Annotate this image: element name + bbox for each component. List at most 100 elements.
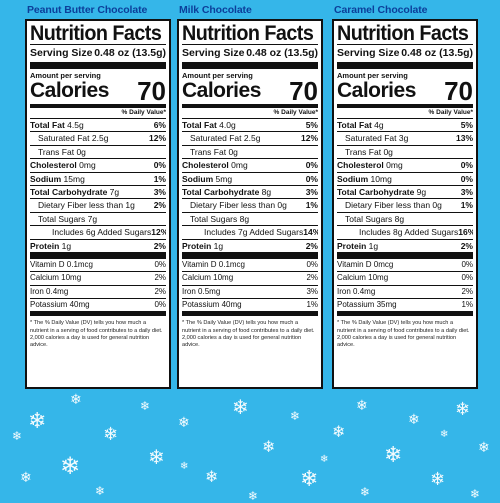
vitamin-row: Potassium 40mg 0% bbox=[30, 299, 166, 313]
nutrient-row: Total Carbohydrate 8g 3% bbox=[182, 186, 318, 200]
divider-medium bbox=[337, 104, 473, 108]
nutrient-name: Trans Fat bbox=[190, 146, 227, 157]
vitamin-name: Calcium bbox=[30, 273, 59, 283]
nutrient-amount: 3g bbox=[398, 133, 409, 144]
nutrient-row: Total Sugars 8g bbox=[337, 213, 473, 227]
nutrient-row: Protein 1g 2% bbox=[30, 240, 166, 253]
vitamin-name: Vitamin D bbox=[182, 259, 217, 269]
divider-medium bbox=[30, 312, 166, 317]
daily-value-footnote: * The % Daily Value (DV) tells you how m… bbox=[337, 320, 470, 349]
nutrient-name: Cholesterol bbox=[337, 160, 384, 171]
snowflake-icon: ❄ bbox=[70, 391, 82, 407]
vitamin-name: Potassium bbox=[182, 300, 220, 310]
nutrient-daily-value: 12% bbox=[151, 227, 166, 238]
vitamin-name: Calcium bbox=[337, 273, 366, 283]
nutrition-label: Nutrition Facts Serving Size 0.48 oz (13… bbox=[25, 19, 171, 389]
snowflake-icon: ❄ bbox=[20, 469, 32, 485]
vitamin-name: Calcium bbox=[182, 273, 211, 283]
nutrient-daily-value: 0% bbox=[460, 160, 473, 171]
nutrient-daily-value: 1% bbox=[305, 200, 318, 211]
nutrient-daily-value: 13% bbox=[455, 133, 473, 144]
nutrient-name: Total Sugars bbox=[38, 213, 86, 224]
nutrient-daily-value: 6% bbox=[153, 120, 166, 130]
vitamin-amount: 10mg bbox=[368, 273, 389, 283]
vitamin-name: Potassium bbox=[337, 300, 375, 310]
vitamin-name: Iron bbox=[30, 286, 44, 296]
nutrient-row: Dietary Fiber less than 0g 1% bbox=[337, 199, 473, 213]
product-panels: Peanut Butter Chocolate Nutrition Facts … bbox=[25, 4, 478, 389]
snowflake-icon: ❄ bbox=[440, 429, 449, 440]
nutrient-daily-value: 3% bbox=[460, 186, 473, 197]
snowflake-icon: ❄ bbox=[455, 399, 471, 419]
nutrient-row: Trans Fat 0g bbox=[30, 146, 166, 160]
nutrient-name: Sodium bbox=[30, 173, 62, 184]
nutrient-amount: 4g bbox=[374, 120, 384, 130]
nutrition-facts-heading: Nutrition Facts bbox=[182, 21, 314, 45]
nutrition-label: Nutrition Facts Serving Size 0.48 oz (13… bbox=[332, 19, 478, 389]
nutrient-name: Protein bbox=[30, 240, 60, 251]
nutrient-row: Includes 6g Added Sugars 12% bbox=[30, 226, 166, 240]
amount-per-serving: Amount per serving bbox=[30, 71, 101, 80]
daily-value-header: % Daily Value* bbox=[30, 108, 166, 119]
nutrient-daily-value: 0% bbox=[460, 173, 473, 184]
nutrient-name: Total Carbohydrate bbox=[30, 186, 108, 197]
nutrient-daily-value: 3% bbox=[305, 186, 318, 197]
nutrient-row: Cholesterol 0mg 0% bbox=[182, 159, 318, 173]
serving-size-value: 0.48 oz (13.5g) bbox=[246, 47, 318, 59]
nutrient-amount: 4.0g bbox=[219, 120, 236, 130]
nutrient-row: Total Fat 4.5g 6% bbox=[30, 119, 166, 133]
snowflake-icon: ❄ bbox=[300, 466, 319, 491]
nutrient-name: Total Carbohydrate bbox=[182, 186, 260, 197]
nutrient-amount: 0g bbox=[383, 146, 393, 157]
vitamin-daily-value: 0% bbox=[461, 273, 473, 283]
snowflake-icon: ❄ bbox=[332, 424, 346, 441]
product-title: Milk Chocolate bbox=[179, 4, 252, 16]
vitamin-row: Iron 0.5mg 3% bbox=[182, 286, 318, 300]
nutrient-name: Trans Fat bbox=[38, 146, 75, 157]
divider-medium bbox=[182, 312, 318, 317]
nutrient-row: Total Fat 4.0g 5% bbox=[182, 119, 318, 133]
serving-size-value: 0.48 oz (13.5g) bbox=[94, 47, 166, 59]
nutrient-amount: 9g bbox=[416, 186, 427, 197]
snowflake-icon: ❄ bbox=[180, 461, 189, 472]
vitamin-row: Vitamin D 0.1mcg 0% bbox=[182, 259, 318, 273]
snowflake-icon: ❄ bbox=[262, 439, 276, 456]
snowflake-icon: ❄ bbox=[12, 429, 23, 443]
nutrient-row: Cholesterol 0mg 0% bbox=[30, 159, 166, 173]
nutrient-daily-value: 0% bbox=[305, 173, 318, 184]
nutrient-row: Includes 8g Added Sugars 16% bbox=[337, 226, 473, 240]
nutrient-name: Protein bbox=[337, 240, 367, 251]
vitamin-row: Vitamin D 0mcg 0% bbox=[337, 259, 473, 273]
divider-medium bbox=[30, 104, 166, 108]
vitamin-name: Potassium bbox=[30, 300, 68, 310]
snowflake-icon: ❄ bbox=[470, 487, 481, 501]
nutrient-row: Saturated Fat 3g 13% bbox=[337, 132, 473, 146]
nutrient-daily-value: 2% bbox=[305, 240, 318, 251]
nutrient-daily-value: 0% bbox=[305, 160, 318, 171]
nutrient-name: Total Fat bbox=[182, 120, 217, 130]
vitamin-amount: 40mg bbox=[221, 300, 242, 310]
divider-thick bbox=[337, 252, 473, 259]
snowflake-icon: ❄ bbox=[248, 489, 259, 503]
nutrient-row: Dietary Fiber less than 0g 1% bbox=[182, 199, 318, 213]
nutrient-name: Saturated Fat bbox=[190, 133, 242, 144]
serving-size-value: 0.48 oz (13.5g) bbox=[401, 47, 473, 59]
nutrient-row: Saturated Fat 2.5g 12% bbox=[30, 132, 166, 146]
nutrient-row: Protein 1g 2% bbox=[182, 240, 318, 253]
daily-value-footnote: * The % Daily Value (DV) tells you how m… bbox=[182, 320, 315, 349]
nutrient-daily-value: 1% bbox=[153, 173, 166, 184]
vitamin-daily-value: 0% bbox=[154, 259, 166, 269]
nutrition-facts-heading: Nutrition Facts bbox=[30, 21, 162, 45]
vitamin-amount: 40mg bbox=[69, 300, 90, 310]
vitamin-daily-value: 1% bbox=[461, 300, 473, 310]
nutrient-amount: 4.5g bbox=[67, 120, 84, 130]
nutrient-daily-value: 1% bbox=[460, 200, 473, 211]
amount-per-serving: Amount per serving bbox=[337, 71, 408, 80]
vitamin-row: Calcium 10mg 2% bbox=[182, 272, 318, 286]
vitamin-amount: 0.4mg bbox=[46, 286, 69, 296]
nutrient-name: Sodium bbox=[337, 173, 369, 184]
vitamin-row: Iron 0.4mg 2% bbox=[30, 286, 166, 300]
nutrient-name: Includes 6g Added Sugars bbox=[52, 227, 152, 238]
nutrient-amount: 0mg bbox=[79, 160, 96, 171]
vitamin-amount: 0.1mcg bbox=[66, 259, 93, 269]
